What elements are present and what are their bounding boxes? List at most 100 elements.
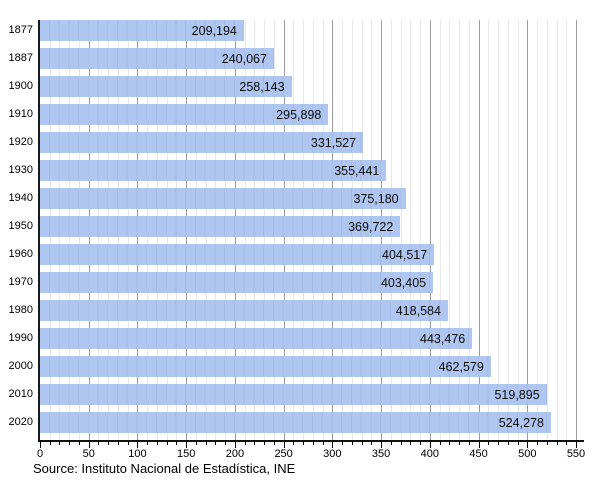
population-bar: 462,579 [40, 356, 491, 377]
x-axis-tick [49, 441, 51, 445]
x-axis-tick-label: 450 [469, 448, 488, 460]
x-axis-tick [117, 441, 119, 445]
x-axis-tick-label: 50 [82, 448, 95, 460]
grid-major-line [429, 20, 431, 440]
grid-minor-line [468, 20, 470, 440]
grid-minor-line [400, 20, 402, 440]
bar-value-label: 418,584 [395, 303, 441, 318]
x-axis-tick [156, 441, 158, 445]
grid-minor-line [556, 20, 558, 440]
bar-value-label: 295,898 [276, 107, 322, 122]
x-axis-tick [88, 441, 90, 448]
x-axis-tick [576, 441, 577, 448]
x-axis-tick-label: 150 [176, 448, 196, 460]
year-label: 1920 [8, 136, 33, 148]
population-bar: 369,722 [40, 216, 401, 237]
grid-minor-line [488, 20, 490, 440]
x-axis-tick-label: 400 [420, 448, 439, 460]
source-caption: Source: Instituto Nacional de Estadístic… [33, 461, 296, 476]
x-axis-tick [381, 441, 383, 448]
x-axis-tick-label: 550 [566, 448, 586, 460]
bar-value-label: 209,194 [191, 23, 237, 38]
x-axis-tick [137, 441, 139, 448]
bar-value-label: 403,405 [380, 275, 427, 290]
x-axis-tick [312, 441, 314, 445]
grid-minor-line [537, 20, 539, 440]
bar-value-label: 443,476 [420, 331, 466, 346]
x-axis-tick [439, 441, 441, 445]
x-axis-tick [566, 441, 568, 445]
year-label: 1877 [8, 24, 33, 36]
x-axis-tick [176, 441, 178, 445]
grid-major-line [576, 20, 577, 440]
grid-major-line [527, 20, 529, 440]
x-axis-tick [225, 441, 227, 445]
x-axis-tick [205, 441, 207, 445]
x-axis-tick [215, 441, 217, 445]
x-axis-tick-label: 350 [371, 448, 391, 460]
x-axis-tick [498, 441, 500, 445]
y-axis-line [38, 20, 40, 441]
x-axis-tick [293, 441, 295, 445]
x-axis-tick [400, 441, 402, 445]
grid-minor-line [410, 20, 412, 440]
grid-minor-line [498, 20, 500, 440]
x-axis-tick-label: 300 [323, 448, 342, 460]
x-axis-tick [147, 441, 149, 445]
x-axis-tick [186, 441, 188, 448]
year-label: 1960 [8, 248, 33, 260]
x-axis-tick [195, 441, 197, 445]
x-axis-tick [303, 441, 305, 445]
population-bar: 443,476 [40, 328, 473, 349]
x-axis-tick [98, 441, 100, 445]
x-axis-tick [420, 441, 422, 445]
bar-value-label: 240,067 [221, 51, 267, 66]
x-axis-tick [478, 441, 480, 448]
x-axis-tick [244, 441, 246, 445]
population-bar: 331,527 [40, 132, 364, 153]
grid-minor-line [420, 20, 422, 440]
x-axis-tick [527, 441, 529, 448]
grid-major-line [478, 20, 480, 440]
x-axis-tick [351, 441, 353, 445]
x-axis-tick [234, 441, 236, 448]
x-axis-tick [546, 441, 548, 445]
x-axis-tick [108, 441, 110, 445]
bar-value-label: 524,278 [498, 415, 544, 430]
population-bar: 295,898 [40, 104, 329, 125]
x-axis-tick [537, 441, 539, 445]
x-axis-tick-label: 200 [225, 448, 245, 460]
x-axis-tick [507, 441, 509, 445]
population-bar: 519,895 [40, 384, 547, 405]
grid-minor-line [449, 20, 451, 440]
year-label: 1940 [8, 192, 33, 204]
grid-minor-line [507, 20, 509, 440]
x-axis-tick [69, 441, 71, 445]
year-label: 2020 [8, 416, 33, 428]
population-bar: 240,067 [40, 48, 274, 69]
year-label: 1887 [8, 52, 33, 64]
year-label: 1980 [8, 304, 33, 316]
x-axis-tick [283, 441, 285, 448]
year-label: 1970 [8, 276, 33, 288]
bar-value-label: 355,441 [334, 163, 380, 178]
grid-minor-line [459, 20, 461, 440]
x-axis-tick [40, 441, 41, 448]
year-label: 1950 [8, 220, 33, 232]
x-axis-tick [342, 441, 344, 445]
x-axis-tick [273, 441, 275, 445]
population-bar: 258,143 [40, 76, 292, 97]
x-axis-tick [59, 441, 61, 445]
x-axis-tick-label: 500 [518, 448, 537, 460]
population-bar: 209,194 [40, 20, 244, 41]
population-bar: 524,278 [40, 412, 551, 433]
bar-value-label: 375,180 [353, 191, 399, 206]
bar-value-label: 331,527 [310, 135, 357, 150]
population-bar: 403,405 [40, 272, 434, 293]
year-label: 2000 [8, 360, 33, 372]
x-axis-tick [78, 441, 80, 445]
year-label: 1930 [8, 164, 33, 176]
grid-minor-line [517, 20, 519, 440]
population-bar: 404,517 [40, 244, 435, 265]
